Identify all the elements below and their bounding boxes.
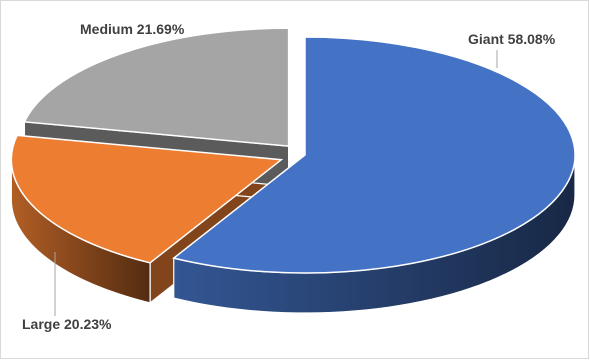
pie-slice-giant <box>172 36 576 274</box>
pie-top-faces <box>10 27 576 274</box>
data-label-large: Large 20.23% <box>22 316 112 332</box>
pie-slice-medium <box>23 27 290 147</box>
data-label-giant: Giant 58.08% <box>468 31 556 47</box>
pie-labels: Giant 58.08% Large 20.23% Medium 21.69% <box>22 21 556 332</box>
pie-slice-large <box>10 134 284 264</box>
data-label-medium: Medium 21.69% <box>80 21 185 37</box>
